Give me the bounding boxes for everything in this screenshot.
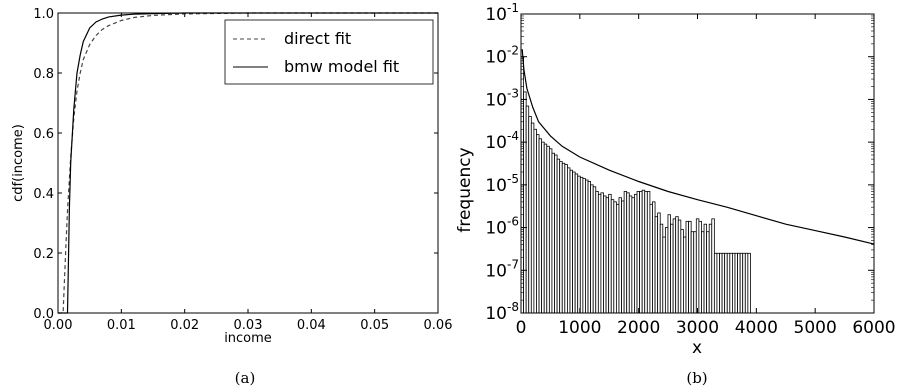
legend-label-bmw-model-fit: bmw model fit <box>284 57 399 76</box>
panel-a: 0.00 0.01 0.02 0.03 0.04 0.05 0.06 0.0 0.2 0.4 0.6… <box>11 7 452 387</box>
panel-b-ytick-exponent: -2 <box>507 44 519 58</box>
panel-a-xlabel: income <box>224 331 272 346</box>
panel-b-ytick-label: 10 <box>485 304 507 324</box>
panel-b-histogram <box>520 56 751 314</box>
panel-b-xtick-label: 4000 <box>735 318 778 338</box>
panel-a-ytick-label: 1.0 <box>33 7 54 22</box>
panel-a-ytick-label: 0.2 <box>33 247 54 262</box>
panel-b-ytick-label: 10 <box>485 5 507 25</box>
panel-a-ytick-label: 0.6 <box>33 127 54 142</box>
panel-b-ylabel: frequency <box>455 147 475 232</box>
legend-box <box>224 19 434 85</box>
panel-b-frame <box>520 13 875 314</box>
panel-a-xtick-label: 0.03 <box>234 318 263 333</box>
panel-b-ytick-exponent: -8 <box>507 300 519 314</box>
panel-a-caption: (a) <box>235 369 256 387</box>
panel-b-ytick-exponent: -7 <box>507 257 519 271</box>
panel-b-ytick-exponent: -4 <box>507 129 519 143</box>
panel-b-ytick-label: 10 <box>485 261 507 281</box>
panel-b-xtick-label: 0 <box>516 318 527 338</box>
panel-a-ytick-label: 0.8 <box>33 67 54 82</box>
panel-a-legend: direct fit bmw model fit <box>224 19 434 85</box>
panel-a-ytick-label: 0.4 <box>33 187 54 202</box>
panel-a-xtick-label: 0.01 <box>107 318 136 333</box>
panel-b-caption: (b) <box>686 369 707 387</box>
panel-b-fit-line <box>521 49 875 245</box>
panel-b-ytick-exponent: -5 <box>507 172 519 186</box>
panel-b-ytick-label: 10 <box>485 219 507 239</box>
panel-b-xtick-label: 1000 <box>558 318 601 338</box>
panel-b-ytick-exponent: -3 <box>507 86 519 100</box>
panel-b-xtick-label: 3000 <box>676 318 719 338</box>
panel-b-ytick-label: 10 <box>485 48 507 68</box>
panel-b-xtick-label: 2000 <box>617 318 660 338</box>
panel-a-xtick-label: 0.06 <box>424 318 453 333</box>
panel-a-ticks: 0.00 0.01 0.02 0.03 0.04 0.05 0.06 0.0 0.2 0.4 0.6… <box>33 7 452 333</box>
panel-b-ytick-label: 10 <box>485 133 507 153</box>
panel-a-ytick-label: 0.0 <box>33 307 54 322</box>
panel-a-xtick-label: 0.00 <box>44 318 73 333</box>
panel-b-xtick-label: 6000 <box>852 318 895 338</box>
panel-b-fit-curve <box>521 49 875 245</box>
panel-a-frame <box>57 12 439 314</box>
panel-b-xtick-label: 5000 <box>794 318 837 338</box>
panel-a-xtick-label: 0.05 <box>360 318 389 333</box>
panel-a-xtick-label: 0.04 <box>297 318 326 333</box>
panel-a-xtick-label: 0.02 <box>170 318 199 333</box>
panel-b-ytick-exponent: -1 <box>507 1 519 15</box>
panel-b-ytick-label: 10 <box>485 176 507 196</box>
histogram-bar <box>747 252 751 314</box>
panel-b-ytick-exponent: -6 <box>507 215 519 229</box>
legend-label-direct-fit: direct fit <box>284 29 351 48</box>
panel-b-xlabel: x <box>692 338 702 358</box>
panel-b-ytick-label: 10 <box>485 90 507 110</box>
panel-a-ylabel: cdf(income) <box>11 124 26 202</box>
